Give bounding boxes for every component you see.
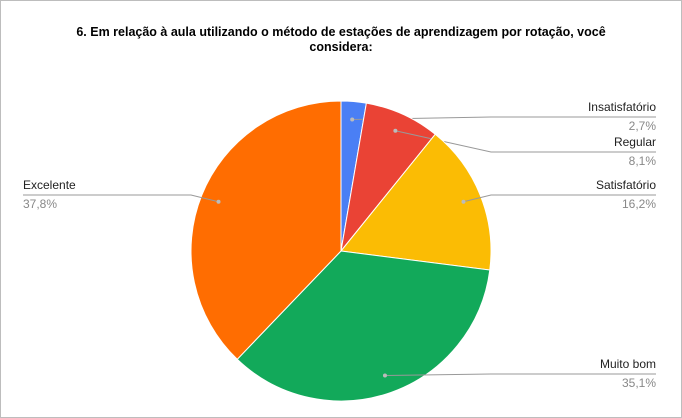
- chart-title: 6. Em relação à aula utilizando o método…: [76, 25, 606, 54]
- leader-dot: [393, 128, 398, 133]
- slice-label: Excelente: [23, 178, 76, 192]
- leader-line: [395, 130, 656, 153]
- leader-dot: [382, 373, 387, 378]
- slice-label: Regular: [614, 135, 656, 149]
- leader-line: [384, 373, 656, 376]
- slice-label: Muito bom: [600, 357, 656, 371]
- slice-label: Satisfatório: [596, 178, 656, 192]
- leader-line: [463, 194, 656, 203]
- slice-value-label: 35,1%: [622, 376, 656, 390]
- slice-value-label: 8,1%: [629, 154, 657, 168]
- pie-slice: [236, 250, 491, 402]
- leader-dot: [461, 199, 466, 204]
- slice-value-label: 2,7%: [629, 119, 657, 133]
- leader-dot: [350, 117, 355, 122]
- leader-dot: [216, 199, 221, 204]
- slice-label: Insatisfatório: [588, 100, 656, 114]
- slice-value-label: 16,2%: [622, 197, 656, 211]
- leader-line: [23, 194, 219, 203]
- pie-slice: [190, 100, 342, 361]
- slice-value-label: 37,8%: [23, 197, 57, 211]
- pie-slice: [340, 133, 492, 271]
